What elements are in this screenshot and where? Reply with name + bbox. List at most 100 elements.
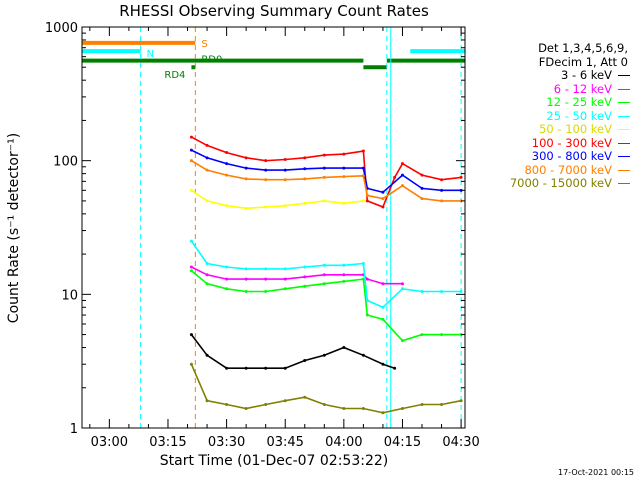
data-point xyxy=(189,269,193,273)
data-point xyxy=(225,366,229,370)
legend-header-line: FDecim 1, Att 0 xyxy=(538,54,628,69)
data-point xyxy=(189,159,193,163)
x-axis-label: Start Time (01-Dec-07 02:53:22) xyxy=(159,453,389,469)
data-point xyxy=(342,152,346,156)
data-point xyxy=(264,402,268,406)
data-point xyxy=(420,402,424,406)
data-point xyxy=(264,366,268,370)
series-line xyxy=(191,136,462,209)
legend-swatch xyxy=(618,129,630,131)
legend-swatch xyxy=(618,75,630,77)
data-point xyxy=(365,277,369,281)
data-point xyxy=(303,156,307,160)
data-point xyxy=(400,282,404,286)
state-bars xyxy=(82,40,465,70)
series-3-6-kev xyxy=(189,333,397,370)
annotation-rd0: RD0 xyxy=(201,55,222,66)
legend-label: 3 - 6 keV xyxy=(561,68,612,82)
data-point xyxy=(381,282,385,286)
data-point xyxy=(322,153,326,157)
legend-swatch xyxy=(618,183,630,185)
legend-swatch xyxy=(618,142,630,144)
data-point xyxy=(225,265,229,269)
legend-entry: 7000 - 15000 keV xyxy=(486,176,632,191)
x-tick-label: 04:30 xyxy=(442,435,479,450)
data-point xyxy=(283,168,287,172)
data-point xyxy=(264,290,268,294)
data-point xyxy=(244,267,248,271)
data-point xyxy=(283,204,287,208)
series-line xyxy=(191,266,403,285)
data-point xyxy=(283,267,287,271)
data-point xyxy=(322,402,326,406)
legend-label: 800 - 7000 keV xyxy=(524,162,612,177)
data-point xyxy=(322,175,326,179)
data-point xyxy=(303,284,307,288)
data-point xyxy=(400,406,404,410)
data-point xyxy=(244,406,248,410)
data-point xyxy=(205,199,209,203)
y-tick-label: 1 xyxy=(70,422,78,437)
data-point xyxy=(225,204,229,208)
data-point xyxy=(365,298,369,302)
data-point xyxy=(400,287,404,291)
series-line xyxy=(191,149,462,194)
data-point xyxy=(303,395,307,399)
data-point xyxy=(342,263,346,267)
series-800-7000-kev xyxy=(189,159,463,203)
legend-label: 12 - 25 keV xyxy=(546,95,612,109)
data-point xyxy=(189,265,193,269)
data-point xyxy=(459,175,463,179)
legend-entry: 12 - 25 keV xyxy=(486,95,632,110)
data-point xyxy=(189,188,193,192)
data-point xyxy=(283,158,287,162)
data-point xyxy=(244,366,248,370)
annotation-s: S xyxy=(201,39,207,50)
data-point xyxy=(225,162,229,166)
data-point xyxy=(189,148,193,152)
legend-swatch xyxy=(618,156,630,158)
legend-entry: 300 - 800 keV xyxy=(486,149,632,164)
data-point xyxy=(420,173,424,177)
legend-label: 7000 - 15000 keV xyxy=(509,176,612,190)
data-point xyxy=(361,174,365,178)
data-point xyxy=(361,277,365,281)
data-point xyxy=(225,277,229,281)
data-point xyxy=(381,205,385,209)
data-point xyxy=(440,402,444,406)
data-point xyxy=(205,399,209,403)
data-point xyxy=(322,282,326,286)
legend-label: 100 - 300 keV xyxy=(531,135,612,150)
data-point xyxy=(440,199,444,203)
chart-title: RHESSI Observing Summary Count Rates xyxy=(119,2,429,20)
data-point xyxy=(205,156,209,160)
legend-entry: 50 - 100 keV xyxy=(486,122,632,137)
data-point xyxy=(205,143,209,147)
annotations: S N RD4 RD0 xyxy=(147,39,223,81)
data-point xyxy=(205,282,209,286)
data-point xyxy=(205,262,209,266)
series-line xyxy=(190,334,395,370)
data-point xyxy=(205,353,209,357)
y-tick-label: 1000 xyxy=(45,21,78,36)
data-point xyxy=(283,277,287,281)
data-point xyxy=(342,201,346,205)
data-point xyxy=(189,333,193,337)
annotation-n: N xyxy=(147,49,154,60)
data-point xyxy=(189,239,193,243)
data-point xyxy=(189,135,193,139)
data-point xyxy=(381,305,385,309)
data-point xyxy=(440,188,444,192)
data-point xyxy=(342,346,346,350)
series-50-100-kev xyxy=(189,188,365,210)
legend-entry: 25 - 50 keV xyxy=(486,109,632,124)
series-line xyxy=(190,270,462,342)
x-tick-label: 04:15 xyxy=(384,435,421,450)
legend-swatch xyxy=(618,169,630,171)
data-point xyxy=(283,287,287,291)
data-point xyxy=(225,151,229,155)
y-tick-label: 10 xyxy=(61,288,78,303)
data-point xyxy=(303,167,307,171)
data-point xyxy=(264,277,268,281)
legend-label: 300 - 800 keV xyxy=(531,149,612,163)
